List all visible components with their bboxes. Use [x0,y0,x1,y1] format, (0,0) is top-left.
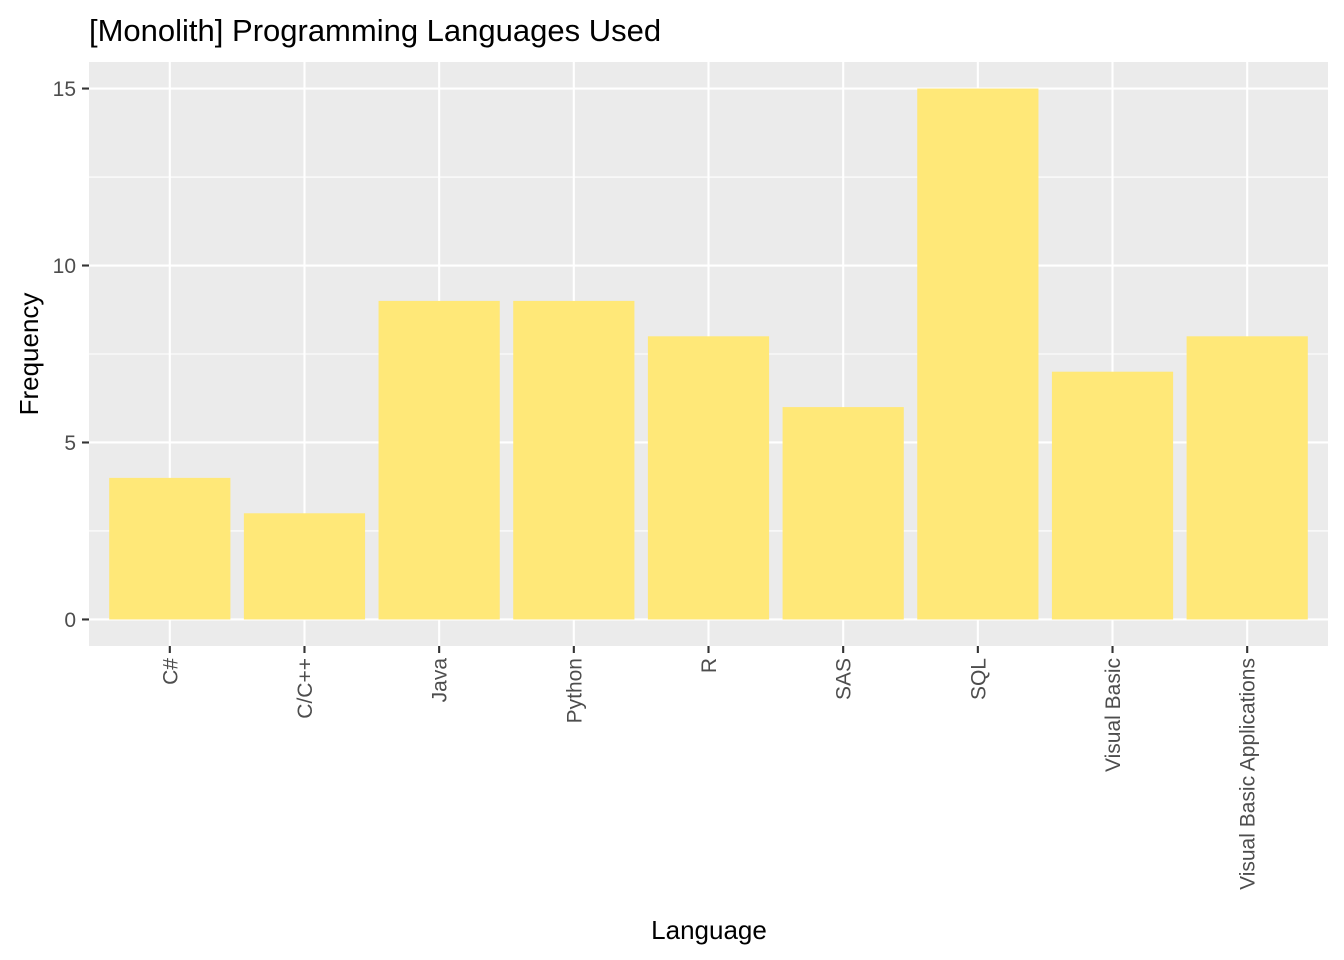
bar-c-c [243,513,366,620]
bar-c [109,477,231,620]
x-axis-title: Language [651,915,767,945]
x-tick-label: R [698,658,721,673]
y-axis: 0 5 10 15 [53,78,89,632]
x-axis: C# C/C++ Java Python R SAS SQL Visual Basic Visu… [159,646,1260,890]
y-tick-label: 0 [64,609,76,632]
x-tick-label: SAS [833,658,856,700]
x-tick-label: Java [429,658,452,703]
x-tick-label: C/C++ [294,658,317,719]
y-tick-label: 10 [53,255,76,278]
bar-r [647,336,770,620]
chart-title: [Monolith] Programming Languages Used [89,13,661,48]
y-tick-label: 15 [53,78,76,101]
x-tick-label: C# [159,658,182,685]
bar-sas [782,407,904,620]
bar-java [378,300,500,620]
y-axis-title: Frequency [14,293,44,416]
x-tick-label: Python [563,658,586,723]
bar-sql [917,88,1039,620]
bars [109,88,1308,620]
bar-visual-basic-applications [1186,336,1308,620]
y-tick-label: 5 [64,432,76,455]
x-tick-label: Visual Basic [1102,658,1125,772]
x-tick-label: SQL [967,658,990,700]
x-tick-label: Visual Basic Applications [1237,658,1260,890]
bar-visual-basic [1051,371,1174,620]
bar-python [513,300,635,620]
